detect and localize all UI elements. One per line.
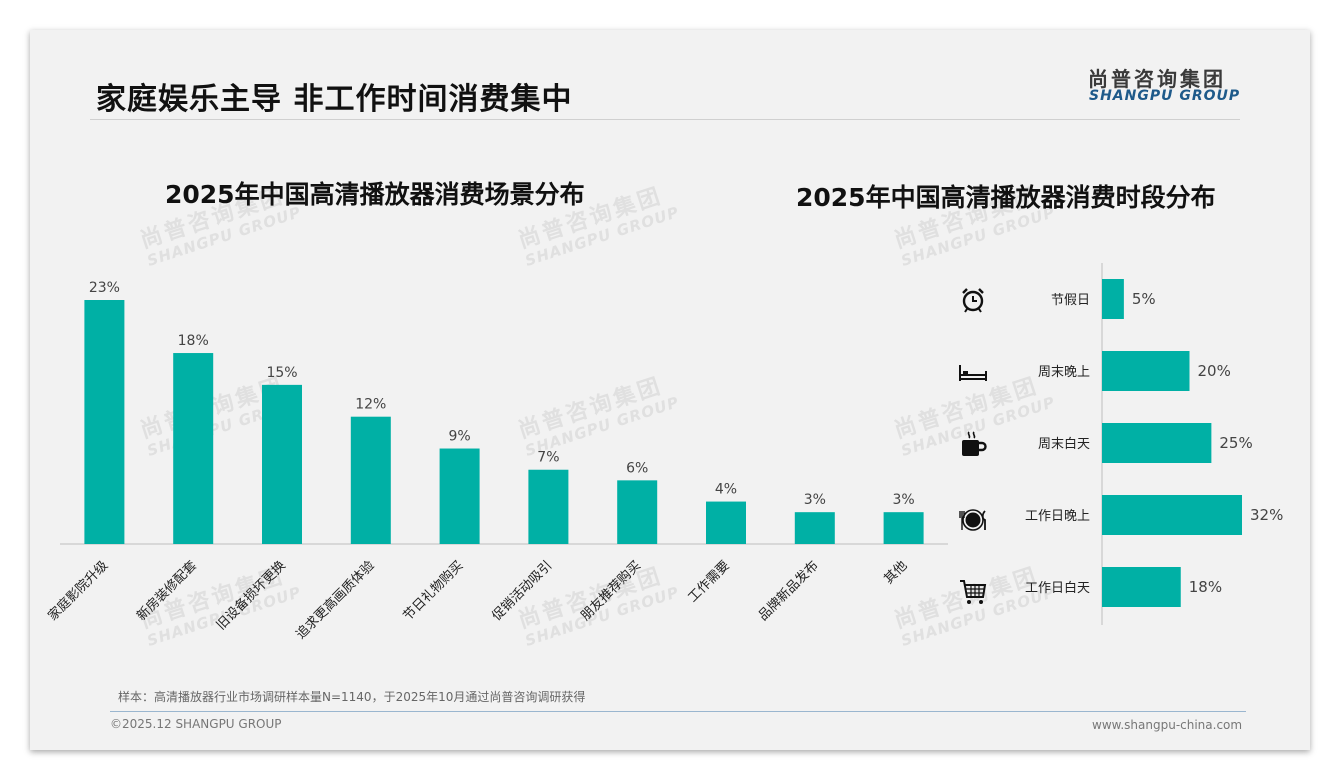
page-title: 家庭娱乐主导 非工作时间消费集中 [96,82,573,117]
bar-value-label: 4% [715,482,737,498]
bar [350,416,391,544]
category-tick-label: 家庭影院升级 [45,558,111,624]
logo-text-en: SHANGPU GROUP [1089,88,1241,104]
bar [1102,495,1242,535]
bar [262,384,302,544]
bar [84,300,125,544]
slide: 家庭娱乐主导 非工作时间消费集中 尚普咨询集团 SHANGPU GROUP 尚普… [30,30,1310,750]
category-tick-label: 朋友推荐购买 [578,558,644,624]
category-tick-label: 工作日晚上 [1025,509,1090,524]
category-tick-label: 工作日白天 [1025,580,1090,596]
category-tick-label: 品牌新品发布 [755,558,821,624]
scene-bar-chart: 23% 家庭影院升级 18% 新房装修配套 15% 旧设备损坏更换 12% 追求更高画质体验 9… [45,280,948,643]
bed-icon [959,365,987,381]
category-tick-label: 节日礼物购买 [400,558,466,624]
category-tick-label: 其他 [881,558,910,587]
bar-value-label: 23% [89,280,120,296]
dining-icon [959,509,986,531]
shopping-cart-icon [960,580,987,604]
coffee-cup-icon [962,431,987,456]
bar-value-label: 9% [448,429,470,445]
category-tick-label: 追求更高画质体验 [293,558,378,643]
bar [173,353,214,544]
bar-value-label: 15% [266,365,297,381]
bar [1102,351,1190,391]
bar [883,512,924,544]
title-divider [90,119,1240,120]
alarm-clock-icon [962,288,984,313]
bar-value-label: 3% [892,492,914,508]
bar [1102,279,1124,319]
bar-value-label: 18% [1189,578,1222,596]
website-link[interactable]: www.shangpu-china.com [1092,718,1243,732]
category-tick-label: 新房装修配套 [134,558,200,624]
category-tick-label: 周末白天 [1038,436,1090,452]
bar-value-label: 20% [1198,362,1231,380]
bar-value-label: 3% [804,492,826,508]
copyright-text: ©2025.12 SHANGPU GROUP [110,717,282,731]
category-tick-label: 周末晚上 [1038,365,1090,380]
bar-value-label: 5% [1132,290,1156,308]
bar [617,480,658,544]
category-tick-label: 旧设备损坏更换 [213,558,289,634]
category-tick-label: 工作需要 [685,558,732,605]
category-tick-label: 促销活动吸引 [489,558,555,624]
bar-value-label: 25% [1219,434,1252,452]
period-bar-chart: 节假日 5% 周末晚上 20% 周末白天 25% 工作日晚上 32% 工作日白天 18% [1025,263,1283,625]
bar-value-label: 7% [537,450,559,466]
sample-note: 样本：高清播放器行业市场调研样本量N=1140，于2025年10月通过尚普咨询调… [118,690,586,704]
bar-value-label: 12% [355,397,386,413]
category-tick-label: 节假日 [1051,293,1090,308]
bar-value-label: 18% [178,333,209,349]
footer-divider [110,711,1246,712]
bar [439,448,480,544]
bar [528,469,569,544]
right-chart-title: 2025年中国高清播放器消费时段分布 [796,183,1216,212]
logo-text-cn: 尚普咨询集团 [1088,67,1226,91]
bar [706,501,746,544]
bar [1102,423,1212,463]
bar-value-label: 32% [1250,506,1283,524]
bar-value-label: 6% [626,460,648,476]
bar [1102,567,1181,607]
left-chart-title: 2025年中国高清播放器消费场景分布 [165,180,585,209]
bar [794,512,835,544]
